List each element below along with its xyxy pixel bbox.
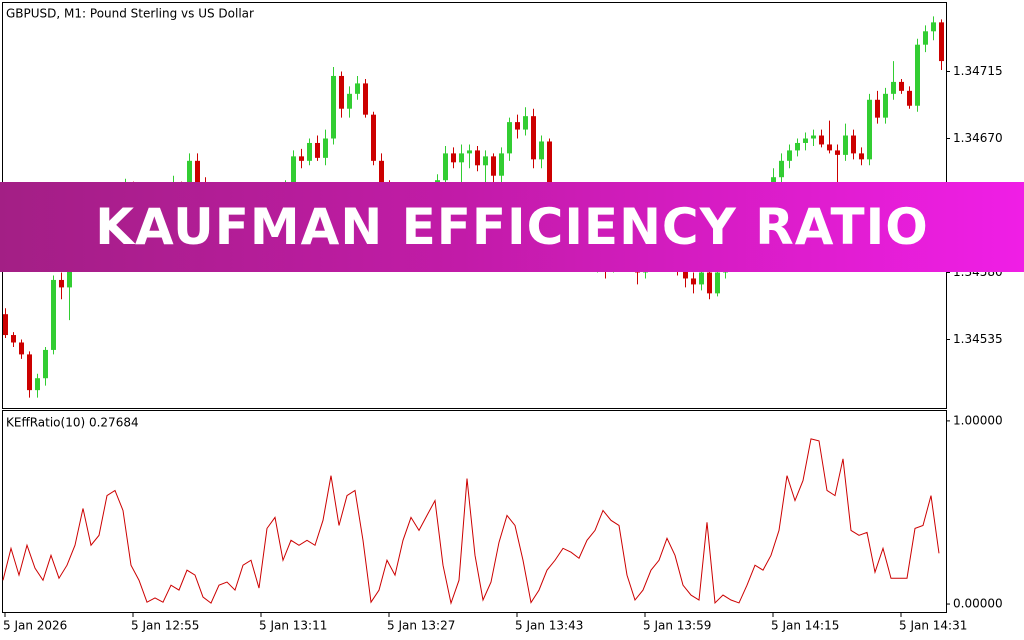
x-tick-label: 5 Jan 13:59 bbox=[643, 619, 711, 633]
candle-body bbox=[779, 160, 784, 178]
candle-body bbox=[27, 354, 32, 391]
candle-body bbox=[531, 116, 536, 160]
candle-body bbox=[59, 279, 64, 288]
candle-body bbox=[499, 153, 504, 176]
candle-body bbox=[843, 135, 848, 155]
candle-body bbox=[363, 83, 368, 115]
indicator-panel-frame bbox=[2, 410, 947, 613]
candle-body bbox=[867, 99, 872, 160]
candle-body bbox=[371, 114, 376, 161]
x-tick-label: 5 Jan 12:55 bbox=[131, 619, 199, 633]
candle-body bbox=[699, 272, 704, 285]
y-tick-label: 1.00000 bbox=[953, 413, 1003, 427]
candle-body bbox=[515, 122, 520, 130]
candle-body bbox=[195, 160, 200, 184]
candle-body bbox=[811, 135, 816, 139]
candle-body bbox=[795, 142, 800, 151]
y-tick-label: 0.00000 bbox=[953, 597, 1003, 611]
y-tick-label: 1.34535 bbox=[953, 332, 1003, 346]
candle-body bbox=[491, 156, 496, 176]
candle-body bbox=[379, 160, 384, 185]
candle-body bbox=[715, 272, 720, 294]
candle-body bbox=[291, 156, 296, 185]
candle-body bbox=[827, 144, 832, 151]
candle-body bbox=[835, 150, 840, 155]
candle-body bbox=[475, 150, 480, 166]
banner-text: KAUFMAN EFFICIENCY RATIO bbox=[95, 198, 929, 256]
candle-body bbox=[451, 153, 456, 163]
candle-body bbox=[315, 142, 320, 158]
candle-body bbox=[299, 156, 304, 161]
x-tick-label: 5 Jan 13:43 bbox=[515, 619, 583, 633]
candle-body bbox=[307, 142, 312, 161]
candle-body bbox=[547, 141, 552, 193]
x-tick-label: 5 Jan 13:27 bbox=[387, 619, 455, 633]
candle-body bbox=[683, 269, 688, 279]
x-tick-label: 5 Jan 2026 bbox=[3, 619, 67, 633]
y-tick-label: 1.34715 bbox=[953, 64, 1003, 78]
x-tick-label: 5 Jan 13:11 bbox=[259, 619, 327, 633]
candle-body bbox=[523, 116, 528, 130]
candle-body bbox=[11, 335, 16, 343]
candle-body bbox=[891, 81, 896, 94]
candle-body bbox=[339, 75, 344, 109]
candle-body bbox=[907, 90, 912, 106]
y-tick-label: 1.34670 bbox=[953, 131, 1003, 145]
candle-body bbox=[859, 153, 864, 160]
candle-body bbox=[819, 135, 824, 145]
candle-body bbox=[507, 122, 512, 154]
candle-body bbox=[19, 342, 24, 355]
candle-body bbox=[323, 138, 328, 158]
candle-body bbox=[459, 153, 464, 163]
candle-body bbox=[331, 75, 336, 139]
candle-body bbox=[3, 314, 8, 336]
candle-body bbox=[923, 31, 928, 45]
candle-body bbox=[803, 138, 808, 143]
candle-body bbox=[35, 378, 40, 391]
candle-body bbox=[899, 81, 904, 91]
candle-body bbox=[347, 93, 352, 109]
candle-body bbox=[51, 279, 56, 350]
candle-body bbox=[355, 83, 360, 94]
candle-body bbox=[443, 153, 448, 181]
candle-body bbox=[851, 135, 856, 154]
candle-body bbox=[931, 22, 936, 32]
candle-body bbox=[939, 22, 944, 62]
candle-body bbox=[883, 93, 888, 118]
chart-title: GBPUSD, M1: Pound Sterling vs US Dollar bbox=[6, 7, 254, 21]
candle-body bbox=[915, 44, 920, 106]
banner: KAUFMAN EFFICIENCY RATIO bbox=[0, 182, 1024, 272]
candle-body bbox=[467, 150, 472, 154]
candle-body bbox=[707, 272, 712, 294]
indicator-title: KEffRatio(10) 0.27684 bbox=[6, 416, 139, 430]
indicator-line bbox=[2, 438, 940, 605]
candle-body bbox=[691, 278, 696, 285]
candle-body bbox=[539, 141, 544, 160]
x-tick-label: 5 Jan 14:15 bbox=[771, 619, 839, 633]
candle-body bbox=[483, 156, 488, 166]
candle-body bbox=[43, 349, 48, 379]
x-tick-label: 5 Jan 14:31 bbox=[899, 619, 967, 633]
candle-body bbox=[787, 150, 792, 161]
candle-body bbox=[187, 160, 192, 196]
candle-body bbox=[875, 99, 880, 118]
